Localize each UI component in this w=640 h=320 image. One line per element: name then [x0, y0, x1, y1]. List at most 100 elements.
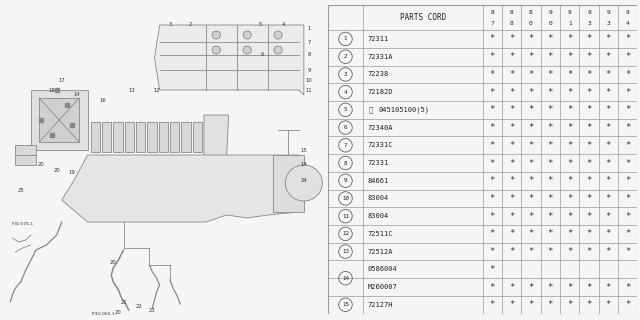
Text: *: * — [548, 247, 553, 256]
Text: *: * — [625, 229, 630, 238]
Polygon shape — [31, 90, 88, 150]
Text: 20: 20 — [115, 309, 122, 315]
Text: *: * — [625, 35, 630, 44]
Text: *: * — [509, 52, 515, 61]
Text: *: * — [509, 158, 515, 167]
Text: *: * — [567, 141, 572, 150]
Text: 1: 1 — [344, 36, 348, 42]
Text: *: * — [586, 35, 592, 44]
Text: *: * — [586, 52, 592, 61]
Text: *: * — [528, 35, 534, 44]
Circle shape — [285, 165, 323, 201]
Text: *: * — [528, 52, 534, 61]
Polygon shape — [15, 145, 36, 165]
Text: *: * — [605, 88, 611, 97]
Text: *: * — [509, 141, 515, 150]
Text: 11: 11 — [306, 87, 312, 92]
Polygon shape — [154, 25, 304, 95]
Text: *: * — [509, 88, 515, 97]
Text: *: * — [625, 247, 630, 256]
Text: 84661: 84661 — [368, 178, 389, 184]
Text: *: * — [490, 283, 495, 292]
Circle shape — [212, 46, 220, 54]
Text: *: * — [509, 70, 515, 79]
Text: 19: 19 — [68, 170, 76, 174]
Text: 8: 8 — [490, 11, 494, 15]
Text: 72311: 72311 — [368, 36, 389, 42]
Text: *: * — [586, 105, 592, 114]
Text: *: * — [528, 229, 534, 238]
Text: 23: 23 — [149, 308, 156, 313]
Text: 045105100(5): 045105100(5) — [379, 107, 430, 113]
Text: 15: 15 — [300, 148, 307, 153]
Text: *: * — [567, 176, 572, 185]
Circle shape — [212, 31, 220, 39]
Polygon shape — [62, 155, 304, 222]
Text: 12: 12 — [342, 231, 349, 236]
Text: *: * — [548, 88, 553, 97]
Text: 0: 0 — [529, 20, 533, 26]
Text: *: * — [567, 212, 572, 221]
Text: 14: 14 — [342, 276, 349, 281]
Polygon shape — [193, 122, 202, 152]
Text: 13: 13 — [129, 87, 135, 92]
Text: 7: 7 — [307, 39, 310, 44]
Text: *: * — [490, 300, 495, 309]
Text: *: * — [586, 283, 592, 292]
Text: *: * — [625, 283, 630, 292]
Text: 2: 2 — [344, 54, 348, 59]
Text: *: * — [567, 247, 572, 256]
Text: *: * — [528, 283, 534, 292]
Text: *: * — [605, 70, 611, 79]
Circle shape — [243, 46, 252, 54]
Text: *: * — [605, 158, 611, 167]
Text: *: * — [528, 88, 534, 97]
Text: *: * — [548, 283, 553, 292]
Text: *: * — [548, 212, 553, 221]
Text: 9: 9 — [344, 178, 348, 183]
Text: *: * — [548, 141, 553, 150]
Text: 15: 15 — [342, 302, 349, 307]
Text: P3G 060-1: P3G 060-1 — [92, 312, 115, 316]
Text: 20: 20 — [38, 163, 45, 167]
Text: 72182D: 72182D — [368, 89, 394, 95]
Text: *: * — [586, 176, 592, 185]
Text: 5: 5 — [259, 22, 262, 28]
Text: *: * — [490, 247, 495, 256]
Text: 83004: 83004 — [368, 213, 389, 219]
Text: *: * — [605, 141, 611, 150]
Text: 5: 5 — [344, 107, 348, 112]
Polygon shape — [125, 122, 134, 152]
Text: *: * — [528, 105, 534, 114]
Text: 72238: 72238 — [368, 71, 389, 77]
Text: *: * — [509, 105, 515, 114]
Text: 1: 1 — [307, 26, 310, 30]
Text: *: * — [567, 300, 572, 309]
Text: 14: 14 — [300, 163, 307, 167]
Text: 13: 13 — [342, 249, 349, 254]
Text: *: * — [567, 70, 572, 79]
Text: 10: 10 — [306, 77, 312, 83]
Text: *: * — [586, 194, 592, 203]
Text: 9: 9 — [607, 11, 611, 15]
Text: *: * — [586, 88, 592, 97]
Text: *: * — [605, 52, 611, 61]
Text: 25: 25 — [17, 188, 24, 193]
Text: *: * — [509, 212, 515, 221]
Text: M260007: M260007 — [368, 284, 397, 290]
Text: PARTS CORD: PARTS CORD — [400, 13, 446, 22]
Text: *: * — [528, 212, 534, 221]
Text: *: * — [625, 141, 630, 150]
Text: 4: 4 — [282, 22, 285, 28]
Text: *: * — [625, 88, 630, 97]
Text: 2: 2 — [189, 22, 192, 28]
Text: *: * — [567, 158, 572, 167]
Text: *: * — [567, 123, 572, 132]
Text: *: * — [605, 123, 611, 132]
Text: *: * — [528, 176, 534, 185]
Text: *: * — [548, 35, 553, 44]
Text: *: * — [625, 158, 630, 167]
Text: 8: 8 — [529, 11, 533, 15]
Text: *: * — [548, 176, 553, 185]
Text: *: * — [548, 194, 553, 203]
